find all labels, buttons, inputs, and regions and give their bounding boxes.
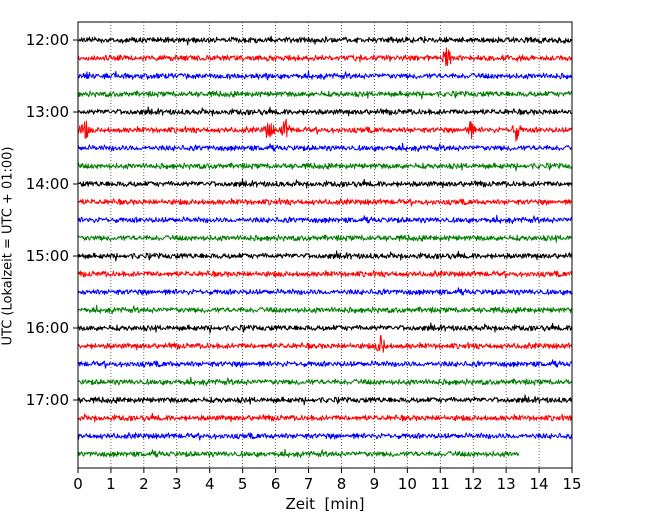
trace-1730 — [77, 432, 573, 441]
trace-1315 — [77, 118, 573, 142]
x-tick-label: 13 — [497, 475, 516, 493]
y-tick-label: 12:00 — [26, 31, 69, 49]
y-tick-label: 13:00 — [26, 103, 69, 121]
x-tick-label: 11 — [431, 475, 450, 493]
trace-1545 — [77, 304, 573, 315]
x-tick-label: 0 — [73, 475, 83, 493]
x-tick-label: 14 — [530, 475, 549, 493]
x-tick-label: 7 — [304, 475, 314, 493]
y-axis-ticks: 12:00 13:00 14:00 15:00 16:00 17:00 — [26, 31, 78, 409]
x-tick-label: 9 — [370, 475, 380, 493]
trace-1745 — [77, 448, 520, 459]
trace-1345 — [77, 162, 573, 172]
x-tick-label: 6 — [271, 475, 281, 493]
x-tick-label: 15 — [562, 475, 581, 493]
trace-1600 — [77, 322, 573, 334]
trace-1200 — [77, 35, 573, 46]
x-tick-label: 2 — [139, 475, 149, 493]
trace-1215 — [78, 47, 573, 67]
trace-1445 — [77, 234, 573, 243]
trace-1330 — [77, 142, 572, 153]
trace-1500 — [77, 250, 573, 262]
trace-1300 — [77, 106, 573, 117]
x-axis-ticks: 0 1 2 3 4 5 6 7 8 9 10 11 12 13 14 15 — [73, 468, 582, 493]
trace-1615 — [77, 334, 573, 353]
trace-1645 — [77, 376, 573, 387]
trace-1515 — [77, 269, 573, 279]
y-axis-label: UTC (Lokalzeit = UTC + 01:00) — [0, 146, 16, 346]
y-tick-label: 16:00 — [26, 319, 69, 337]
trace-1230 — [77, 70, 573, 81]
seismic-traces — [77, 35, 573, 459]
trace-1245 — [77, 90, 573, 100]
x-tick-label: 1 — [106, 475, 116, 493]
plot-frame — [77, 21, 573, 469]
grid-lines — [110, 22, 540, 468]
y-tick-label: 14:00 — [26, 175, 69, 193]
y-tick-label: 17:00 — [26, 391, 69, 409]
x-tick-label: 8 — [337, 475, 347, 493]
trace-1700 — [77, 394, 573, 406]
trace-1430 — [77, 214, 573, 225]
x-tick-label: 4 — [205, 475, 215, 493]
trace-1530 — [77, 287, 573, 296]
x-tick-label: 3 — [172, 475, 182, 493]
x-tick-label: 5 — [238, 475, 248, 493]
y-tick-label: 15:00 — [26, 247, 69, 265]
trace-1715 — [77, 412, 573, 423]
trace-1630 — [77, 359, 573, 369]
x-tick-label: 10 — [398, 475, 417, 493]
x-axis-label: Zeit [min] — [285, 495, 365, 513]
trace-1400 — [77, 178, 573, 189]
trace-1415 — [77, 197, 572, 207]
x-tick-label: 12 — [464, 475, 483, 493]
